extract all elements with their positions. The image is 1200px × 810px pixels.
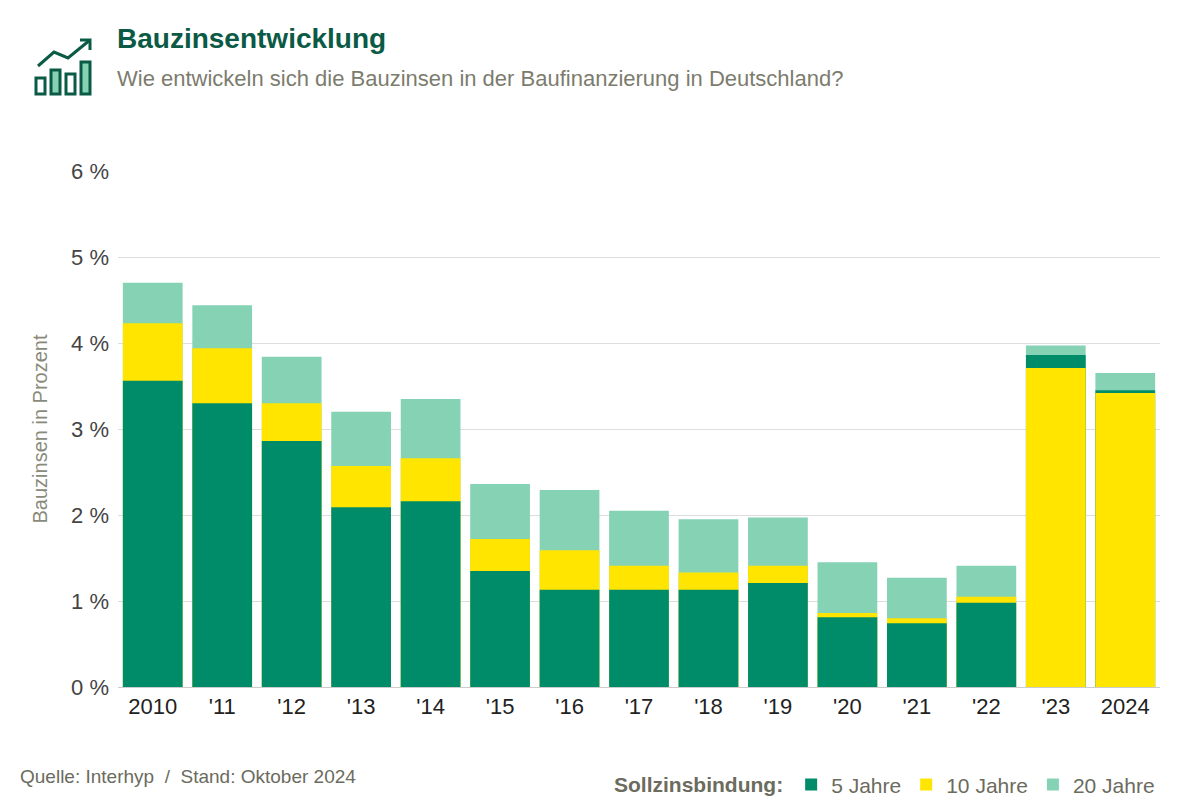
svg-text:'19: '19 — [764, 694, 793, 719]
svg-text:'11: '11 — [209, 694, 236, 719]
svg-text:'21: '21 — [903, 694, 932, 719]
svg-text:10 Jahre: 10 Jahre — [946, 774, 1028, 797]
svg-text:2 %: 2 % — [71, 503, 109, 528]
svg-text:'23: '23 — [1041, 694, 1070, 719]
svg-text:'12: '12 — [277, 694, 306, 719]
svg-text:0 %: 0 % — [71, 675, 109, 700]
svg-text:5 %: 5 % — [71, 245, 109, 270]
svg-text:'13: '13 — [347, 694, 376, 719]
svg-text:3 %: 3 % — [71, 417, 109, 442]
svg-text:Wie entwickeln sich die Bauzin: Wie entwickeln sich die Bauzinsen in der… — [117, 66, 843, 91]
svg-text:'16: '16 — [555, 694, 584, 719]
svg-text:'17: '17 — [625, 694, 654, 719]
svg-text:1 %: 1 % — [71, 589, 109, 614]
svg-text:2024: 2024 — [1101, 694, 1150, 719]
svg-text:'18: '18 — [694, 694, 723, 719]
svg-text:'14: '14 — [416, 694, 445, 719]
svg-text:'15: '15 — [486, 694, 515, 719]
svg-text:6 %: 6 % — [71, 159, 109, 184]
svg-text:2010: 2010 — [128, 694, 177, 719]
svg-text:4 %: 4 % — [71, 331, 109, 356]
svg-text:Bauzinsentwicklung: Bauzinsentwicklung — [117, 23, 386, 54]
svg-text:Bauzinsen in Prozent: Bauzinsen in Prozent — [29, 334, 51, 523]
svg-text:5 Jahre: 5 Jahre — [831, 774, 901, 797]
svg-text:'20: '20 — [833, 694, 862, 719]
svg-text:Sollzinsbindung:: Sollzinsbindung: — [614, 773, 783, 796]
svg-text:Quelle: Interhyp / Stand: Ok: Quelle: Interhyp / Stand: Oktober 2024 — [20, 766, 356, 787]
svg-text:20 Jahre: 20 Jahre — [1073, 774, 1155, 797]
svg-text:'22: '22 — [972, 694, 1001, 719]
